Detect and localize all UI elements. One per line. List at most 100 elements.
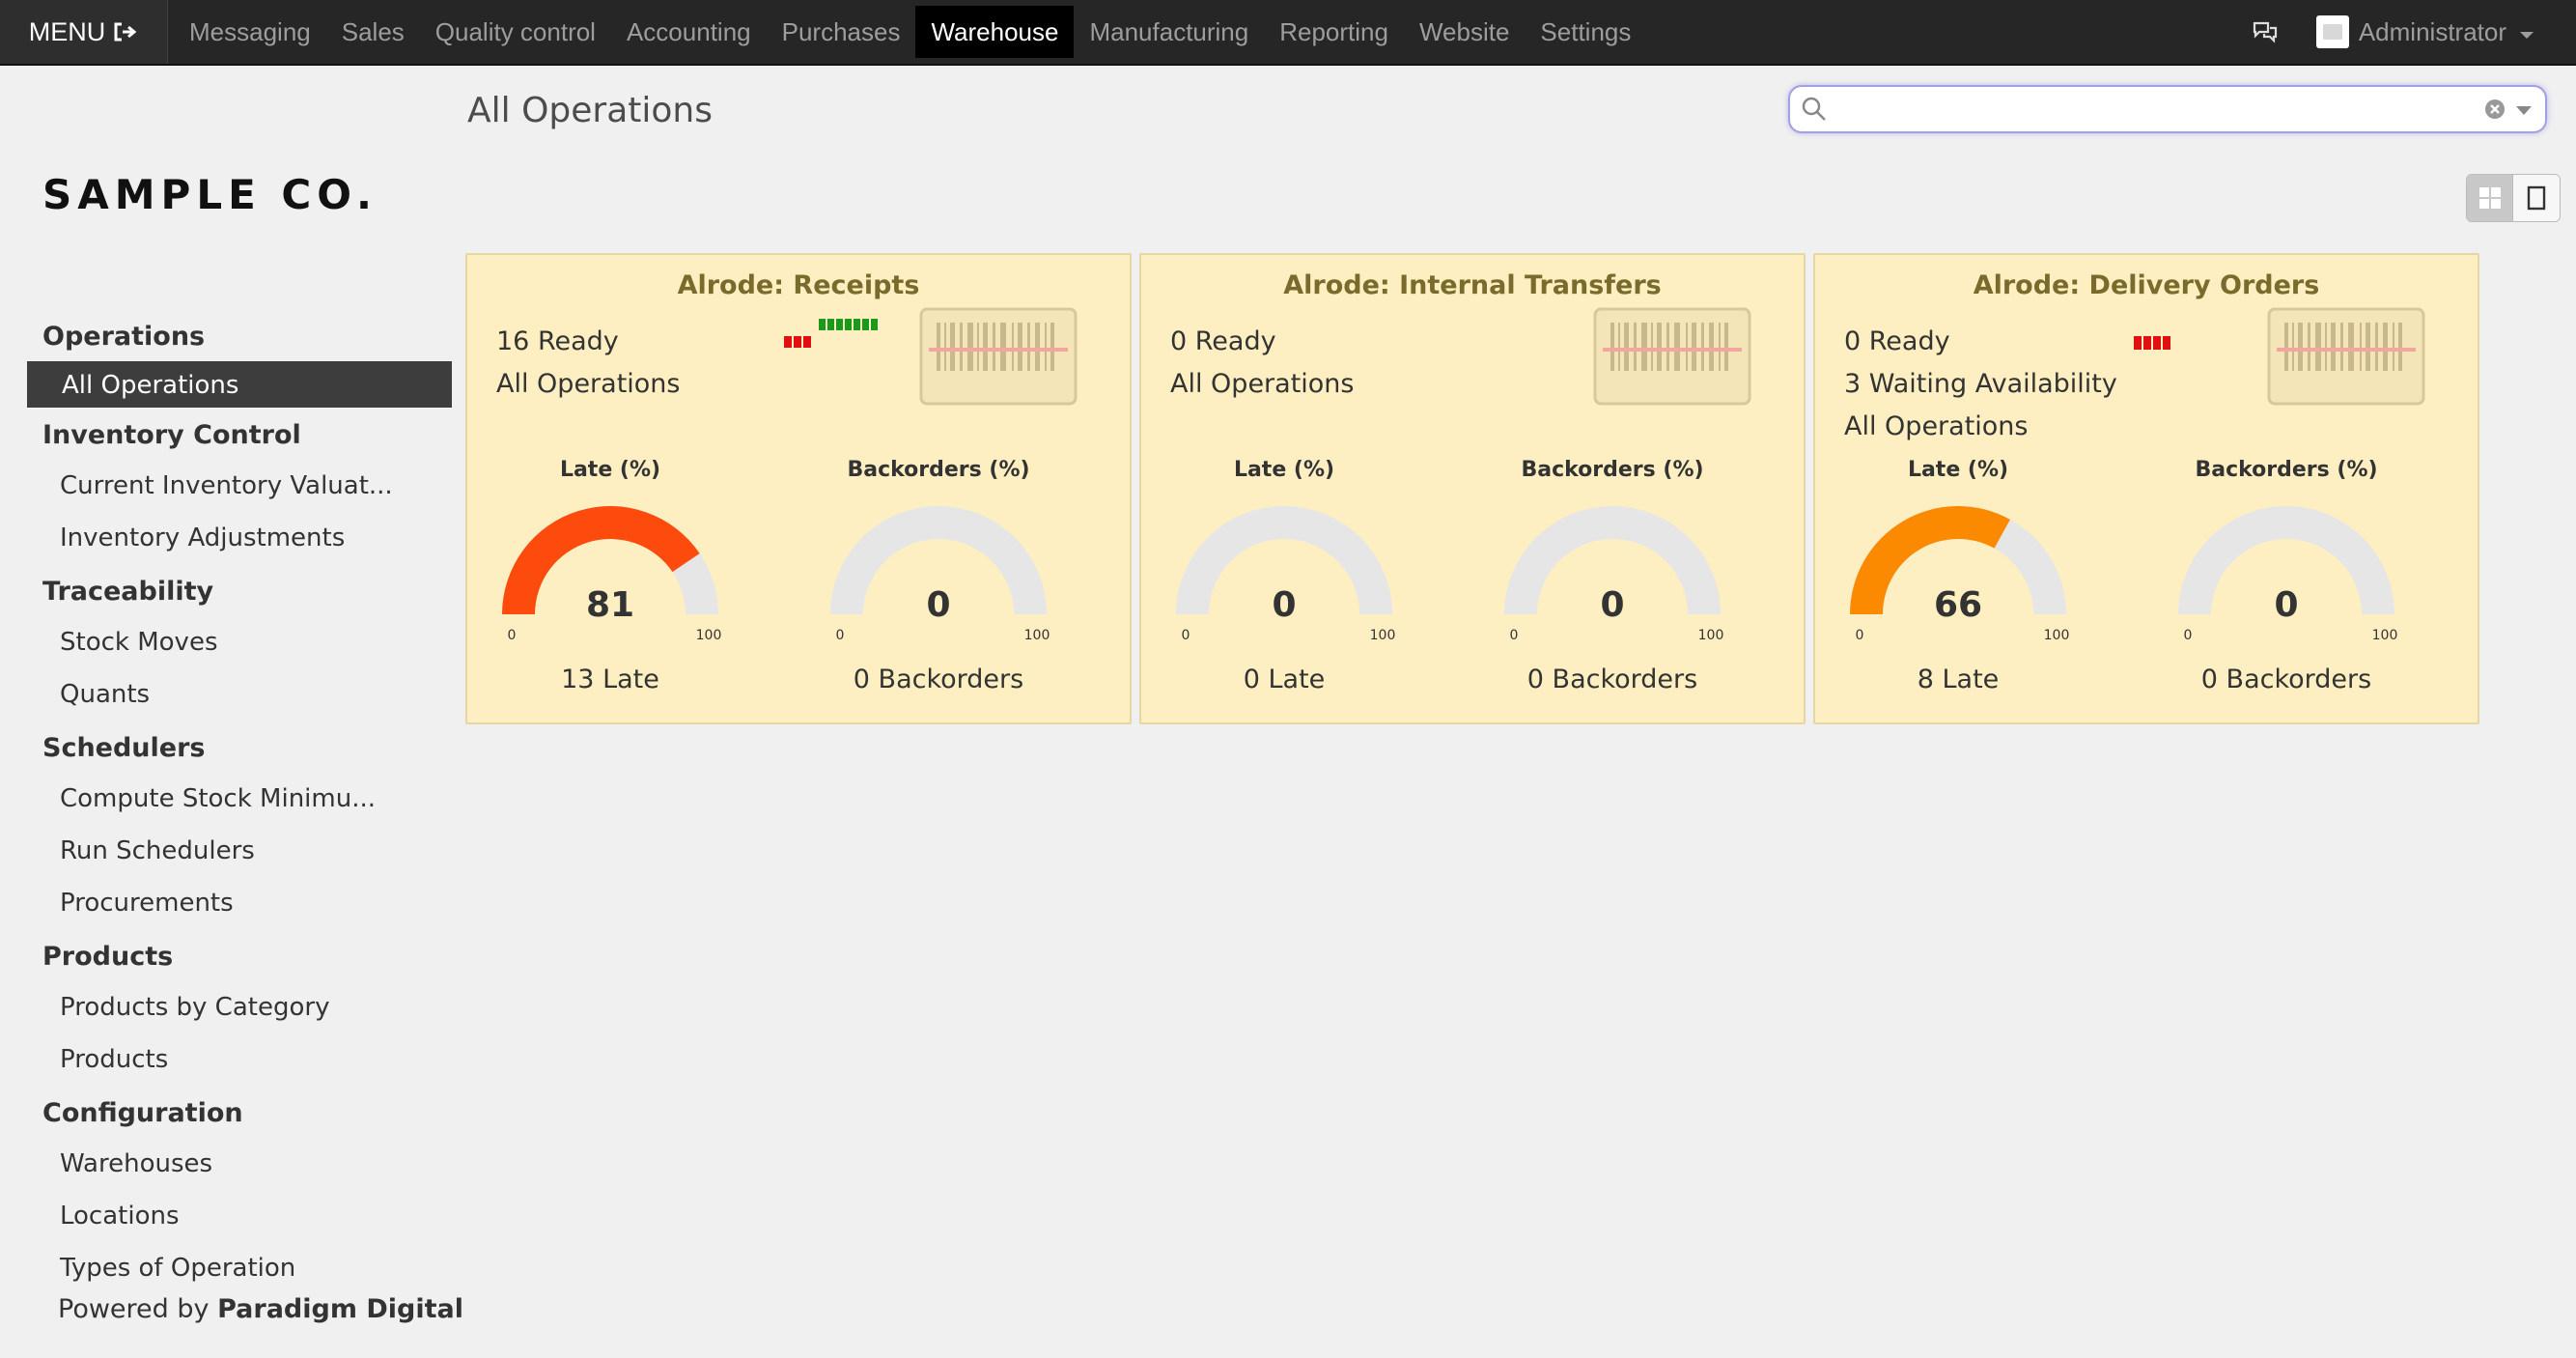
gauge-min: 0 xyxy=(1182,628,1190,643)
card-stats: 16 Ready All Operations xyxy=(496,321,681,406)
late-gauge[interactable]: Late (%) 0 0 100 xyxy=(1168,458,1400,647)
form-view-button[interactable] xyxy=(2513,175,2560,221)
sidebar-item-products[interactable]: Products xyxy=(60,1045,169,1074)
gauge-min: 0 xyxy=(836,628,845,643)
gauge-dial: 0 0 100 xyxy=(2178,506,2398,643)
backorders-count[interactable]: 0 Backorders xyxy=(1526,665,1698,694)
operation-card-internal-transfers[interactable]: Alrode: Internal Transfers 0 Ready All O… xyxy=(1139,253,1806,724)
clear-icon[interactable] xyxy=(2483,98,2506,121)
page-title: All Operations xyxy=(467,91,713,130)
card-title[interactable]: Alrode: Internal Transfers xyxy=(1283,270,1662,300)
stat-waiting-availability[interactable]: 3 Waiting Availability xyxy=(1844,369,2117,399)
sidebar-item-products-by-category[interactable]: Products by Category xyxy=(60,993,330,1022)
chevron-down-icon[interactable] xyxy=(2520,31,2534,39)
app-reporting[interactable]: Reporting xyxy=(1279,16,1388,46)
gauge-max: 100 xyxy=(2372,628,2398,643)
barcode-icon[interactable] xyxy=(1593,307,1751,406)
barcode-icon[interactable] xyxy=(2267,307,2425,406)
operation-card-delivery-orders[interactable]: Alrode: Delivery Orders 0 Ready 3 Waitin… xyxy=(1813,253,2479,724)
powered-by-brand[interactable]: Paradigm Digital xyxy=(217,1294,463,1324)
menu-button[interactable]: MENU xyxy=(0,0,168,64)
late-gauge[interactable]: Late (%) 81 0 100 xyxy=(494,458,726,647)
powered-by: Powered by Paradigm Digital xyxy=(58,1294,463,1324)
sidebar-item-types-of-operation[interactable]: Types of Operation xyxy=(60,1254,296,1283)
card-title[interactable]: Alrode: Delivery Orders xyxy=(1973,270,2320,300)
app-website[interactable]: Website xyxy=(1418,16,1510,46)
company-logo: SAMPLE CO. xyxy=(42,171,372,218)
chat-icon[interactable] xyxy=(2251,17,2280,46)
powered-by-prefix: Powered by xyxy=(58,1294,210,1324)
gauge-value: 0 xyxy=(1272,585,1296,625)
grid-icon xyxy=(2478,187,2501,209)
top-navbar: MENU Messaging Sales Quality control Acc… xyxy=(0,0,2576,66)
gauge-max: 100 xyxy=(696,628,722,643)
sidebar-item-run-schedulers[interactable]: Run Schedulers xyxy=(60,836,255,865)
operation-card-receipts[interactable]: Alrode: Receipts 16 Ready All Operations… xyxy=(465,253,1132,724)
search-input[interactable] xyxy=(1829,90,2483,128)
late-count[interactable]: 13 Late xyxy=(561,665,659,694)
app-sales[interactable]: Sales xyxy=(341,16,405,46)
app-manufacturing[interactable]: Manufacturing xyxy=(1089,16,1249,46)
app-quality-control[interactable]: Quality control xyxy=(434,16,596,46)
sidebar-section-operations: Operations xyxy=(42,322,206,352)
barcode-icon[interactable] xyxy=(919,307,1078,406)
app-settings[interactable]: Settings xyxy=(1540,16,1632,46)
sidebar-item-inventory-adjustments[interactable]: Inventory Adjustments xyxy=(60,523,346,552)
gauge-min: 0 xyxy=(1856,628,1864,643)
stat-all-operations[interactable]: All Operations xyxy=(1170,369,1355,399)
gauge-label: Late (%) xyxy=(1233,458,1335,482)
backorders-gauge[interactable]: Backorders (%) 0 0 100 xyxy=(823,458,1054,647)
app-messaging[interactable]: Messaging xyxy=(189,16,311,46)
camera-icon xyxy=(2322,24,2342,40)
app-purchases[interactable]: Purchases xyxy=(781,16,901,46)
menu-label: MENU xyxy=(28,16,106,46)
backorders-gauge[interactable]: Backorders (%) 0 0 100 xyxy=(2170,458,2402,647)
app-warehouse[interactable]: Warehouse xyxy=(915,6,1075,58)
sidebar-item-quants[interactable]: Quants xyxy=(60,680,151,709)
app-accounting[interactable]: Accounting xyxy=(626,16,751,46)
search-options-toggle[interactable] xyxy=(2516,105,2532,115)
late-gauge[interactable]: Late (%) 66 0 100 xyxy=(1842,458,2074,647)
kanban-view-button[interactable] xyxy=(2467,175,2513,221)
gauge-dial: 0 0 100 xyxy=(1176,506,1395,643)
stat-ready[interactable]: 0 Ready xyxy=(1844,326,1950,356)
user-menu[interactable]: Administrator xyxy=(2358,16,2506,46)
gauge-value: 0 xyxy=(2274,585,2298,625)
gauge-value: 81 xyxy=(586,585,634,625)
card-title[interactable]: Alrode: Receipts xyxy=(677,270,920,300)
search-box[interactable] xyxy=(1788,85,2547,133)
activity-sparkbar xyxy=(2134,336,2170,350)
stat-ready[interactable]: 0 Ready xyxy=(1170,326,1276,356)
form-icon xyxy=(2527,185,2546,211)
stat-all-operations[interactable]: All Operations xyxy=(496,369,681,399)
gauge-value: 0 xyxy=(1600,585,1624,625)
late-count[interactable]: 8 Late xyxy=(1917,665,2000,694)
gauge-track xyxy=(2178,506,2394,614)
sidebar-section-configuration: Configuration xyxy=(42,1098,243,1128)
gauge-label: Backorders (%) xyxy=(847,458,1030,482)
avatar[interactable] xyxy=(2315,15,2349,48)
stat-ready[interactable]: 16 Ready xyxy=(496,326,619,356)
sidebar-item-procurements[interactable]: Procurements xyxy=(60,889,234,918)
backorders-gauge[interactable]: Backorders (%) 0 0 100 xyxy=(1497,458,1728,647)
sidebar-section-inventory-control: Inventory Control xyxy=(42,420,301,450)
gauge-fill xyxy=(502,506,700,614)
sidebar-section-traceability: Traceability xyxy=(42,577,214,607)
gauge-dial: 0 0 100 xyxy=(830,506,1050,643)
sidebar-item-compute-stock-minimum[interactable]: Compute Stock Minimu... xyxy=(60,784,377,813)
search-icon xyxy=(1802,97,1826,121)
sidebar-item-stock-moves[interactable]: Stock Moves xyxy=(60,628,218,657)
gauge-dial: 0 0 100 xyxy=(1504,506,1723,643)
sidebar-section-schedulers: Schedulers xyxy=(42,733,206,763)
sidebar-item-warehouses[interactable]: Warehouses xyxy=(60,1149,213,1178)
sidebar-item-current-inventory-valuation[interactable]: Current Inventory Valuat... xyxy=(60,471,393,500)
sidebar-item-locations[interactable]: Locations xyxy=(60,1202,180,1231)
gauge-track xyxy=(1176,506,1392,614)
gauge-max: 100 xyxy=(2044,628,2070,643)
backorders-count[interactable]: 0 Backorders xyxy=(853,665,1024,694)
stat-all-operations[interactable]: All Operations xyxy=(1844,411,2029,441)
app-menu: Messaging Sales Quality control Accounti… xyxy=(174,0,1646,64)
late-count[interactable]: 0 Late xyxy=(1243,665,1326,694)
sidebar-item-all-operations[interactable]: All Operations xyxy=(27,361,452,408)
backorders-count[interactable]: 0 Backorders xyxy=(2200,665,2372,694)
